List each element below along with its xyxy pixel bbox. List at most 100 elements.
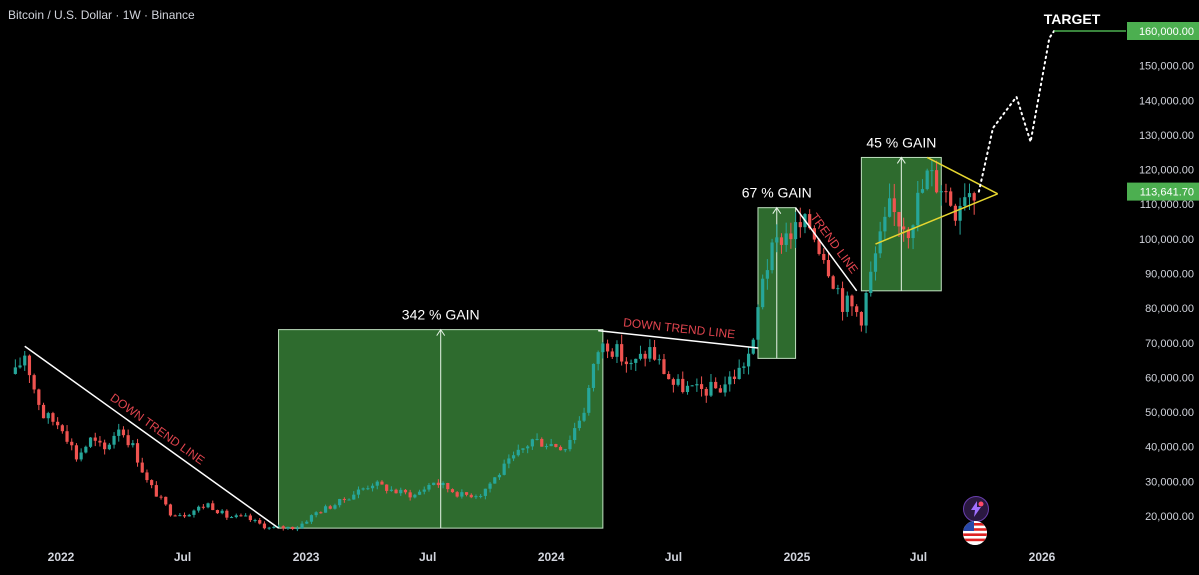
- candle-body: [779, 237, 784, 245]
- candle-body: [784, 233, 788, 245]
- candle-body: [375, 481, 379, 486]
- candle-body: [939, 191, 943, 193]
- candle-body: [295, 528, 299, 530]
- candle-body: [629, 362, 633, 365]
- candle-body: [244, 515, 248, 517]
- trend-line-label: TREND LINE: [807, 210, 861, 276]
- candle-body: [568, 440, 572, 450]
- candle-body: [291, 526, 295, 530]
- candle-body: [150, 480, 154, 486]
- candle-body: [497, 474, 502, 478]
- candle-body: [88, 437, 93, 447]
- candle-body: [394, 489, 398, 494]
- candle-body: [610, 351, 614, 357]
- y-tick-label: 90,000.00: [1145, 269, 1194, 281]
- y-tick-label: 100,000.00: [1139, 234, 1194, 246]
- candle-body: [591, 363, 596, 388]
- candle-body: [450, 489, 455, 493]
- candle-body: [855, 306, 859, 313]
- x-tick-label: 2023: [293, 550, 320, 564]
- candle-body: [869, 271, 873, 294]
- candle-body: [873, 253, 878, 272]
- triangle-lower-line: [875, 193, 998, 245]
- candle-body: [944, 191, 948, 193]
- candle-body: [159, 496, 163, 498]
- candle-body: [41, 404, 46, 419]
- y-tick-label: 130,000.00: [1139, 130, 1194, 142]
- candle-body: [253, 520, 257, 522]
- candle-body: [521, 448, 525, 450]
- candle-body: [620, 344, 624, 362]
- last-price-badge: [1127, 182, 1199, 201]
- y-tick-label: 60,000.00: [1145, 372, 1194, 384]
- candle-body: [323, 506, 328, 513]
- candle-body: [624, 361, 628, 365]
- x-tick-label: 2024: [538, 550, 565, 564]
- candle-body: [488, 483, 492, 489]
- candle-body: [220, 510, 224, 514]
- candle-body: [51, 413, 55, 422]
- candle-body: [56, 421, 60, 426]
- candle-body: [704, 388, 708, 396]
- candle-body: [117, 429, 121, 436]
- trend-line: [794, 207, 858, 292]
- trend-line: [598, 329, 759, 349]
- candle-body: [652, 347, 657, 360]
- candle-body: [432, 482, 436, 486]
- candle-body: [902, 226, 906, 230]
- candle-body: [549, 443, 553, 447]
- candle-body: [605, 343, 610, 352]
- trend-lines-layer: [24, 30, 1126, 529]
- candle-body: [314, 512, 318, 516]
- candle-body: [826, 260, 831, 277]
- candle-body: [638, 353, 643, 359]
- chart-title: Bitcoin / U.S. Dollar · 1W · Binance: [8, 8, 195, 22]
- candle-body: [121, 429, 126, 436]
- candle-body: [554, 443, 558, 447]
- candle-body: [13, 367, 17, 374]
- candle-body: [596, 352, 600, 364]
- candle-body: [126, 435, 130, 446]
- candle-body: [746, 353, 751, 367]
- candle-body: [84, 446, 88, 453]
- trend-line-label: DOWN TREND LINE: [108, 391, 208, 468]
- lightning-badge-icon[interactable]: [963, 496, 989, 522]
- candle-body: [972, 193, 976, 201]
- candle-body: [662, 359, 666, 375]
- candle-body: [751, 339, 755, 354]
- candle-body: [756, 307, 760, 340]
- candle-body: [789, 233, 793, 240]
- gain-label: 45 % GAIN: [866, 134, 936, 150]
- candle-body: [535, 438, 539, 440]
- last-price-label: 113,641.70: [1140, 187, 1194, 199]
- x-tick-label: Jul: [174, 550, 191, 564]
- candle-body: [187, 514, 191, 517]
- candle-body: [366, 488, 370, 490]
- candle-body: [483, 488, 487, 496]
- x-tick-label: Jul: [419, 550, 436, 564]
- x-tick-label: 2022: [48, 550, 75, 564]
- candle-body: [949, 191, 953, 206]
- x-tick-label: 2026: [1029, 550, 1056, 564]
- candle-body: [427, 485, 431, 490]
- candle-body: [685, 385, 690, 393]
- candle-body: [530, 439, 534, 447]
- candle-body: [469, 494, 473, 498]
- candle-body: [831, 276, 835, 289]
- candle-body: [916, 192, 920, 226]
- candle-body: [399, 489, 403, 494]
- candle-body: [103, 442, 107, 450]
- candle-body: [168, 504, 173, 516]
- candle-body: [897, 212, 901, 227]
- target-price-badge: [1127, 22, 1199, 40]
- candle-body: [154, 485, 158, 497]
- candle-body: [446, 483, 450, 490]
- candle-body: [695, 384, 699, 386]
- target-label: TARGET: [1044, 11, 1101, 27]
- candle-body: [582, 412, 586, 421]
- candle-body: [248, 515, 252, 521]
- candle-body: [74, 445, 79, 460]
- candle-body: [23, 355, 27, 366]
- candle-body: [229, 517, 234, 519]
